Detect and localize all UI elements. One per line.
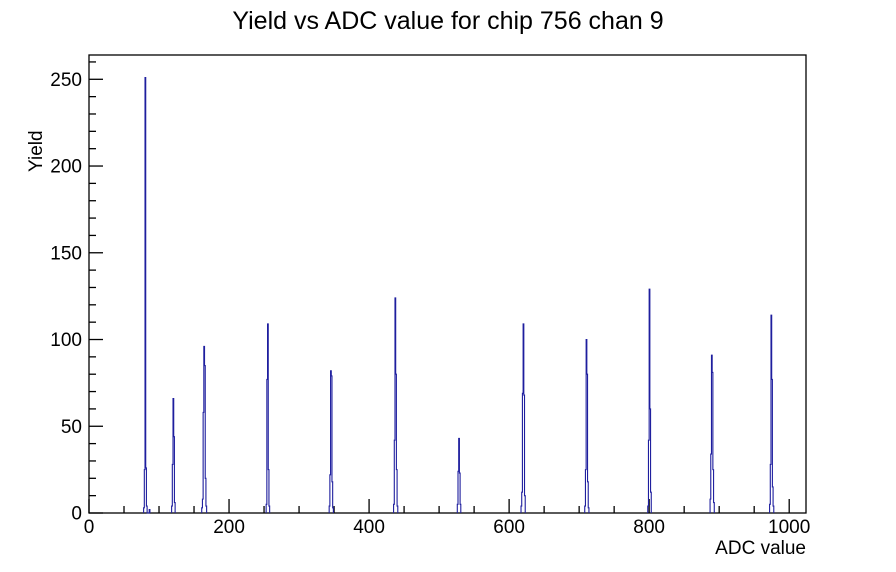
svg-text:0: 0 — [71, 504, 82, 525]
y-axis-tick-labels: 0 50 100 150 200 250 — [50, 70, 82, 525]
x-axis-ticks — [88, 499, 790, 513]
y-axis-label: Yield — [26, 130, 47, 172]
svg-text:0: 0 — [84, 517, 95, 538]
y-axis-ticks — [89, 61, 103, 514]
svg-text:100: 100 — [50, 330, 82, 351]
svg-text:800: 800 — [633, 517, 665, 538]
svg-text:1000: 1000 — [768, 517, 810, 538]
x-axis-label: ADC value — [715, 538, 806, 559]
svg-text:200: 200 — [50, 157, 82, 178]
plot-frame — [88, 54, 807, 514]
histogram-series — [143, 77, 775, 514]
chart-title: Yield vs ADC value for chip 756 chan 9 — [232, 7, 664, 35]
svg-text:600: 600 — [493, 517, 525, 538]
svg-text:200: 200 — [213, 517, 245, 538]
svg-text:150: 150 — [50, 243, 82, 264]
x-axis-tick-labels: 0 200 400 600 800 1000 — [84, 517, 811, 538]
svg-text:250: 250 — [50, 70, 82, 91]
svg-text:400: 400 — [353, 517, 385, 538]
svg-text:50: 50 — [61, 417, 82, 438]
